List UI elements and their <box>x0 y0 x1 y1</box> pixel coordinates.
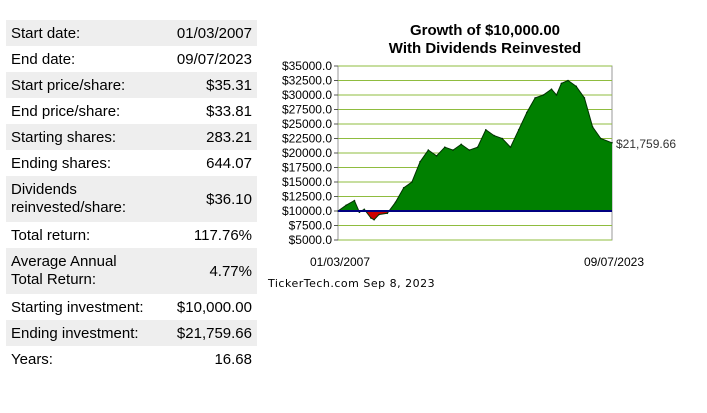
x-tick-label: 01/03/2007 <box>310 255 370 269</box>
source-credit: TickerTech.com Sep 8, 2023 <box>268 277 436 290</box>
stat-label: Average Annual Total Return: <box>6 248 156 294</box>
y-tick-label: $25000.0 <box>282 117 332 131</box>
stat-value: 09/07/2023 <box>176 50 252 68</box>
data-point <box>378 213 380 216</box>
stat-label: Starting shares: <box>6 124 156 150</box>
stat-value: 117.76% <box>193 226 252 244</box>
stats-row: Start price/share: $35.31 <box>6 72 257 98</box>
data-point <box>600 137 602 140</box>
stats-row: Starting shares: 283.21 <box>6 124 257 150</box>
y-tick-label: $5000.0 <box>289 233 333 247</box>
data-point <box>402 187 405 189</box>
stats-row: Dividends reinvested/share: $36.10 <box>6 176 257 222</box>
data-point <box>353 199 356 202</box>
stat-value: 4.77% <box>156 248 257 294</box>
data-point <box>501 137 504 140</box>
y-tick-label: $22500.0 <box>282 132 332 146</box>
data-point <box>542 94 545 96</box>
stats-row: Total return: 117.76% <box>6 222 257 248</box>
stat-value: $10,000.00 <box>176 298 252 316</box>
y-tick-label: $7500.0 <box>289 219 333 233</box>
stat-label: Ending shares: <box>11 154 112 172</box>
stat-value: $35.31 <box>156 72 257 98</box>
data-point <box>526 111 528 114</box>
data-point <box>476 146 479 148</box>
stats-row: End price/share: $33.81 <box>6 98 257 124</box>
data-point <box>560 82 563 85</box>
stat-value: $33.81 <box>206 102 252 120</box>
x-tick-label: 09/07/2023 <box>584 255 644 269</box>
chart-title: Growth of $10,000.00 With Dividends Reinv… <box>340 22 630 58</box>
y-tick-label: $20000.0 <box>282 146 332 160</box>
stat-label: Starting investment: <box>11 298 144 316</box>
data-point <box>427 149 430 151</box>
stats-row: Years: 16.68 <box>6 346 257 372</box>
data-point <box>394 201 397 204</box>
data-point <box>555 94 558 96</box>
data-point <box>373 218 375 221</box>
data-point <box>534 97 536 99</box>
area-above-baseline <box>338 80 612 211</box>
stats-row: Ending investment: $21,759.66 <box>6 320 257 346</box>
data-point <box>591 126 594 128</box>
data-point <box>452 149 454 151</box>
y-tick-label: $35000.0 <box>282 59 332 73</box>
data-point <box>567 79 569 82</box>
y-tick-label: $17500.0 <box>282 161 332 175</box>
data-point <box>509 146 512 148</box>
stats-row: Start date: 01/03/2007 <box>6 20 257 46</box>
stat-label: Start date: <box>6 20 156 46</box>
data-point <box>493 134 495 137</box>
y-tick-label: $15000.0 <box>282 175 332 189</box>
y-tick-label: $30000.0 <box>282 88 332 102</box>
data-point <box>550 88 553 90</box>
data-point <box>419 160 421 163</box>
stats-row: End date: 09/07/2023 <box>6 46 257 72</box>
data-point <box>411 181 413 183</box>
data-point <box>345 204 347 206</box>
stat-value: 644.07 <box>206 154 252 172</box>
data-point <box>485 129 487 131</box>
stat-value: 01/03/2007 <box>156 20 257 46</box>
stat-label: Total return: <box>11 226 91 244</box>
stat-label: End price/share: <box>11 102 121 120</box>
y-tick-label: $27500.0 <box>282 103 332 117</box>
stat-label: Dividends reinvested/share: <box>6 176 156 222</box>
stat-value: $36.10 <box>156 176 257 222</box>
y-tick-label: $32500.0 <box>282 74 332 88</box>
data-point <box>435 155 438 157</box>
y-tick-label: $12500.0 <box>282 190 332 204</box>
chart-title-line: With Dividends Reinvested <box>388 40 582 57</box>
stat-label: Start price/share: <box>6 72 156 98</box>
stats-table: Start date: 01/03/2007 End date: 09/07/2023… <box>6 20 257 372</box>
stat-label: End date: <box>11 50 76 68</box>
stat-value: $21,759.66 <box>156 320 257 346</box>
stat-label: Ending investment: <box>6 320 156 346</box>
data-point <box>611 142 613 144</box>
stats-row: Starting investment: $10,000.00 <box>6 294 257 320</box>
data-point <box>460 143 462 146</box>
data-point <box>370 217 372 219</box>
data-point <box>468 149 471 151</box>
data-point <box>363 208 366 211</box>
growth-chart: $35000.0$32500.0$30000.0$27500.0$25000.0… <box>282 59 676 269</box>
stats-row: Average Annual Total Return: 4.77% <box>6 248 257 294</box>
stats-row: Ending shares: 644.07 <box>6 150 257 176</box>
data-point <box>575 85 577 88</box>
y-tick-label: $10000.0 <box>282 204 332 218</box>
end-value-label: $21,759.66 <box>616 137 676 151</box>
data-point <box>583 97 586 99</box>
data-point <box>386 212 389 215</box>
data-point <box>517 129 520 131</box>
data-point <box>444 146 446 148</box>
stat-value: 283.21 <box>156 124 257 150</box>
stat-label: Years: <box>11 350 53 368</box>
chart-title-line: Growth of $10,000.00 <box>409 22 561 39</box>
stat-value: 16.68 <box>214 350 252 368</box>
